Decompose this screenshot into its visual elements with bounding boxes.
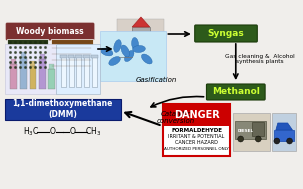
Bar bbox=[61, 57, 66, 87]
Polygon shape bbox=[132, 17, 150, 27]
Text: IRRITANT & POTENTIAL: IRRITANT & POTENTIAL bbox=[168, 135, 225, 139]
Ellipse shape bbox=[114, 40, 121, 52]
Bar bbox=[68, 57, 74, 87]
Bar bbox=[21, 52, 25, 57]
Text: Gas cleaning &  Alcohol
synthesis plants: Gas cleaning & Alcohol synthesis plants bbox=[225, 54, 295, 64]
Bar bbox=[68, 55, 75, 58]
Bar bbox=[56, 44, 100, 94]
Polygon shape bbox=[276, 123, 292, 130]
Bar bbox=[60, 55, 67, 58]
Bar bbox=[51, 39, 93, 69]
Bar bbox=[252, 122, 264, 136]
Bar bbox=[7, 39, 48, 69]
Bar bbox=[119, 54, 132, 59]
Circle shape bbox=[255, 136, 261, 142]
Bar bbox=[132, 27, 150, 69]
Bar bbox=[5, 44, 56, 94]
Text: DIESEL: DIESEL bbox=[238, 129, 254, 133]
Text: Woody biomass: Woody biomass bbox=[16, 27, 84, 36]
Bar bbox=[40, 54, 45, 59]
Circle shape bbox=[287, 138, 292, 144]
Bar bbox=[39, 59, 46, 89]
Bar bbox=[127, 66, 155, 71]
Text: DANGER: DANGER bbox=[174, 110, 220, 120]
Text: H$_3$C: H$_3$C bbox=[23, 126, 40, 138]
Bar bbox=[20, 57, 27, 89]
Bar bbox=[118, 19, 165, 74]
Bar bbox=[91, 55, 98, 58]
Text: 1,1-dimethoxymethane
(DMM): 1,1-dimethoxymethane (DMM) bbox=[12, 99, 113, 119]
Text: FORMALDEHYDE: FORMALDEHYDE bbox=[171, 129, 222, 133]
Bar bbox=[75, 55, 82, 58]
Bar bbox=[29, 66, 36, 89]
Bar bbox=[92, 57, 97, 87]
FancyBboxPatch shape bbox=[206, 84, 265, 100]
Bar bbox=[235, 121, 266, 139]
Bar bbox=[76, 57, 81, 87]
Text: Gasification: Gasification bbox=[136, 77, 177, 83]
Text: O: O bbox=[70, 128, 75, 136]
Ellipse shape bbox=[109, 57, 120, 65]
Bar bbox=[10, 64, 17, 89]
Ellipse shape bbox=[142, 54, 152, 64]
Text: Syngas: Syngas bbox=[208, 29, 245, 38]
Bar bbox=[274, 130, 295, 141]
Bar bbox=[11, 59, 16, 64]
Bar bbox=[233, 113, 270, 151]
Ellipse shape bbox=[125, 50, 134, 62]
Bar bbox=[163, 104, 230, 126]
Ellipse shape bbox=[133, 46, 145, 53]
Text: CH$_3$: CH$_3$ bbox=[85, 126, 101, 138]
Text: O: O bbox=[50, 128, 56, 136]
Ellipse shape bbox=[132, 38, 138, 50]
FancyBboxPatch shape bbox=[5, 98, 121, 119]
Ellipse shape bbox=[121, 45, 130, 57]
Circle shape bbox=[238, 136, 244, 142]
Text: Methanol: Methanol bbox=[212, 88, 260, 97]
Text: AUTHORIZED PERSONNEL ONLY: AUTHORIZED PERSONNEL ONLY bbox=[164, 147, 229, 151]
Bar bbox=[83, 55, 90, 58]
Bar bbox=[84, 57, 89, 87]
FancyBboxPatch shape bbox=[6, 23, 94, 40]
Bar bbox=[272, 113, 296, 151]
FancyBboxPatch shape bbox=[195, 25, 257, 42]
Bar bbox=[163, 104, 230, 156]
Text: Catalytic
conversion: Catalytic conversion bbox=[157, 110, 195, 124]
Text: CANCER HAZARD: CANCER HAZARD bbox=[175, 139, 218, 145]
Circle shape bbox=[274, 138, 280, 144]
Ellipse shape bbox=[101, 48, 113, 56]
Bar bbox=[49, 64, 54, 69]
Bar bbox=[48, 69, 55, 89]
Bar bbox=[31, 61, 35, 66]
Bar bbox=[100, 31, 166, 81]
